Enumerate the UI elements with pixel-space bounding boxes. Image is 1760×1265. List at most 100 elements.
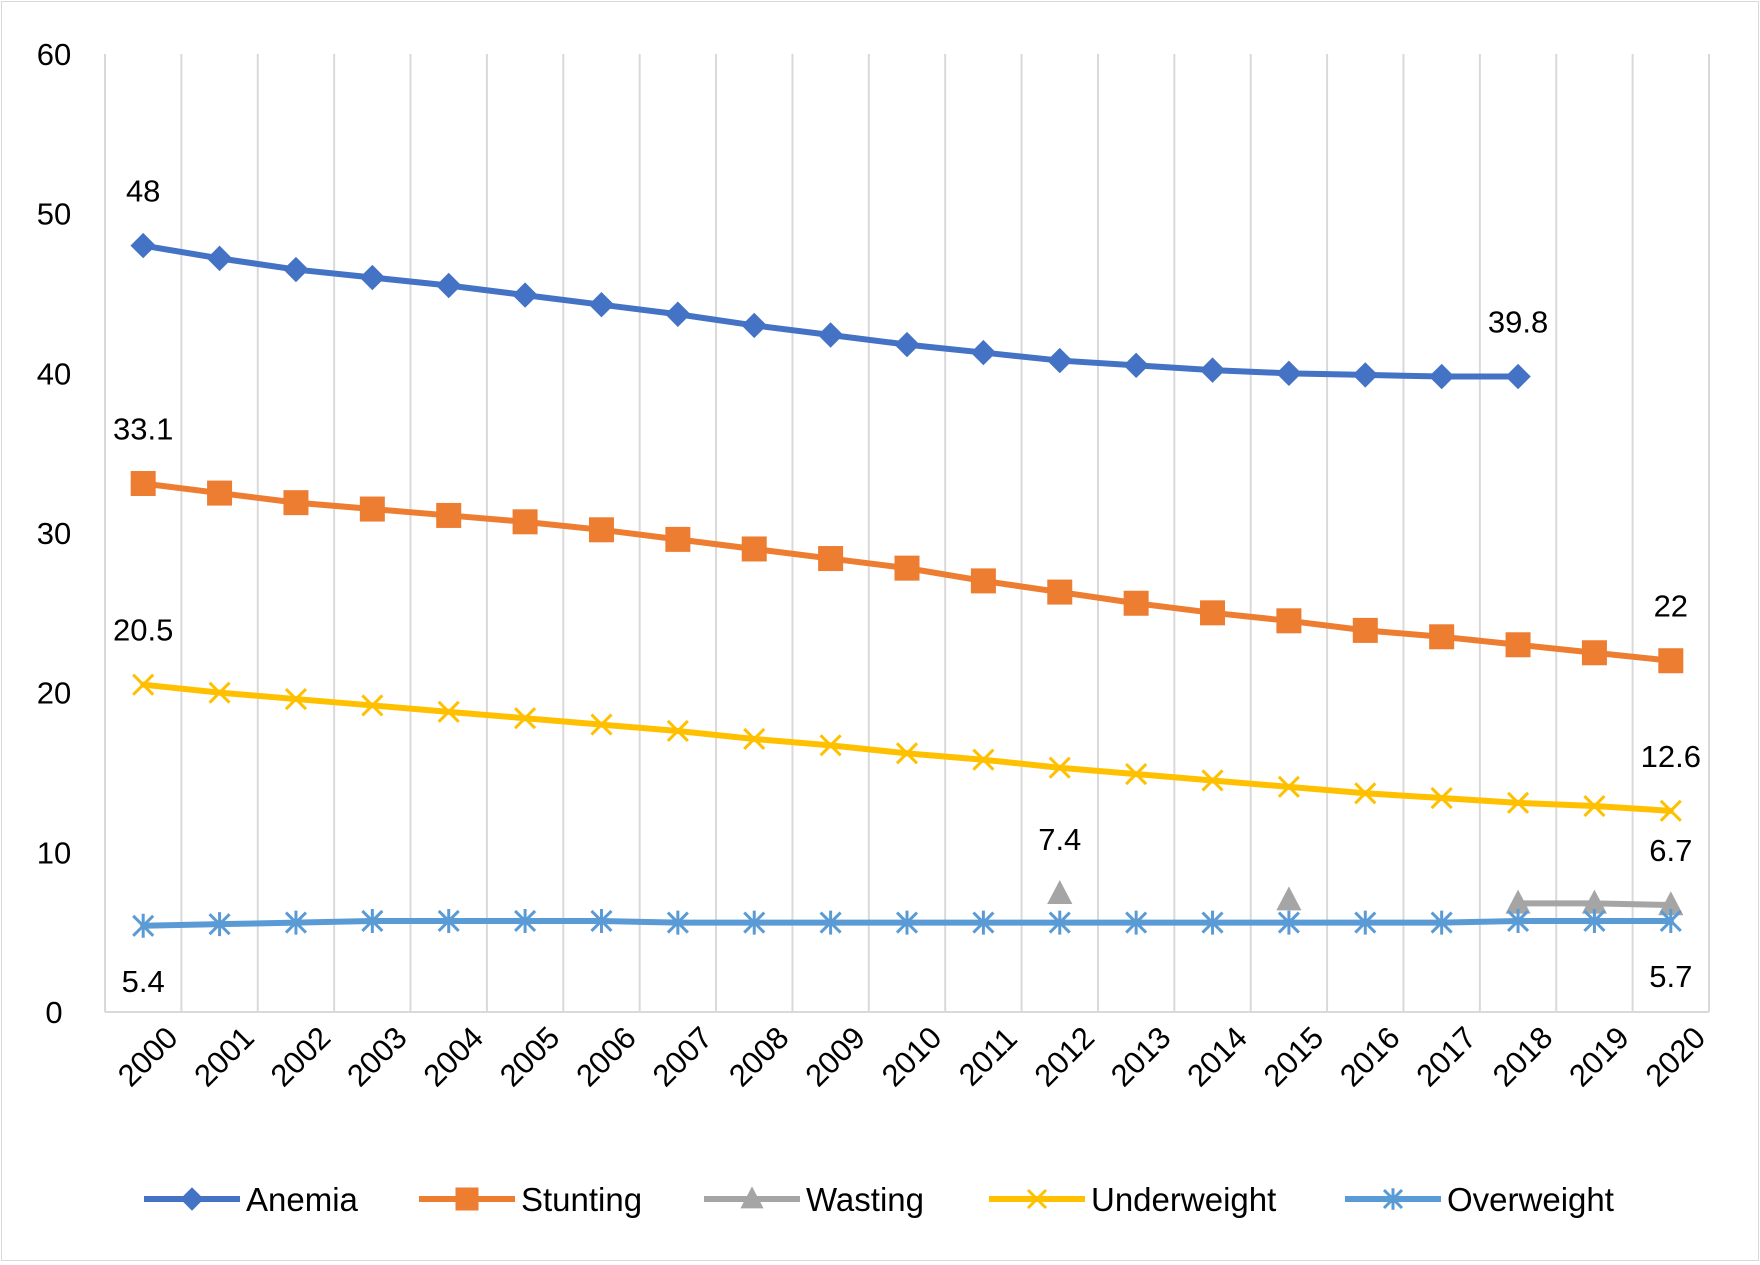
marker-asterisk xyxy=(437,908,460,933)
marker-asterisk xyxy=(132,913,155,938)
marker-asterisk xyxy=(972,910,995,935)
series-underweight xyxy=(132,673,1682,822)
marker-x xyxy=(1125,763,1148,786)
marker-triangle xyxy=(1658,891,1684,916)
x-tick-label: 2009 xyxy=(798,1020,872,1094)
marker-diamond xyxy=(741,312,767,339)
marker-asterisk xyxy=(1659,908,1682,933)
legend-label: Wasting xyxy=(806,1181,924,1218)
data-label-anemia: 39.8 xyxy=(1488,305,1548,340)
marker-x xyxy=(590,713,613,736)
legend-label: Overweight xyxy=(1447,1181,1614,1218)
marker-square xyxy=(359,496,385,522)
marker-x xyxy=(132,673,155,696)
series-stunting xyxy=(130,471,1684,674)
marker-x xyxy=(743,727,766,751)
marker-x xyxy=(514,707,537,730)
marker-asterisk xyxy=(1277,910,1300,935)
marker-diamond xyxy=(894,331,920,358)
x-tick-label: 2020 xyxy=(1639,1020,1713,1094)
data-label-overweight: 5.4 xyxy=(122,964,165,999)
marker-asterisk xyxy=(1506,908,1530,933)
marker-diamond xyxy=(1199,357,1226,383)
marker-asterisk xyxy=(1048,910,1071,935)
marker-diamond xyxy=(1276,360,1302,387)
legend-item-wasting: Wasting xyxy=(704,1181,924,1218)
marker-x xyxy=(1430,786,1453,810)
marker-square xyxy=(665,526,691,552)
marker-diamond xyxy=(1505,363,1531,390)
marker-asterisk xyxy=(1201,910,1224,935)
data-label-wasting: 7.4 xyxy=(1038,822,1081,857)
data-label-stunting: 22 xyxy=(1654,589,1688,624)
marker-square xyxy=(588,517,614,543)
marker-square xyxy=(970,568,996,594)
legend: Anemia Stunting Wasting Underweight Overweig… xyxy=(144,1181,1614,1218)
marker-x xyxy=(895,742,919,765)
legend-item-overweight: Overweight xyxy=(1345,1181,1614,1218)
marker-square xyxy=(1123,590,1149,616)
marker-asterisk xyxy=(514,908,537,933)
marker-square xyxy=(818,546,844,572)
marker-square xyxy=(283,490,309,516)
marker-square xyxy=(1505,632,1531,658)
x-tick-label: 2014 xyxy=(1180,1020,1254,1094)
marker-diamond xyxy=(588,291,615,318)
marker-x xyxy=(1354,782,1377,805)
legend-label: Anemia xyxy=(246,1181,359,1218)
marker-asterisk xyxy=(666,910,689,935)
marker-square xyxy=(1276,608,1302,634)
x-tick-label: 2004 xyxy=(417,1020,491,1094)
marker-diamond xyxy=(283,256,309,283)
marker-square xyxy=(512,509,538,535)
x-tick-label: 2012 xyxy=(1028,1020,1102,1094)
marker-diamond xyxy=(130,232,156,259)
marker-asterisk xyxy=(1382,1188,1404,1210)
legend-label: Stunting xyxy=(521,1181,642,1218)
x-tick-label: 2018 xyxy=(1486,1020,1560,1094)
x-tick-label: 2001 xyxy=(187,1020,261,1094)
marker-asterisk xyxy=(361,908,384,933)
x-tick-label: 2011 xyxy=(952,1021,1024,1093)
legend-item-stunting: Stunting xyxy=(419,1181,642,1218)
x-tick-label: 2010 xyxy=(875,1020,949,1094)
marker-diamond xyxy=(665,301,691,327)
data-label-underweight: 12.6 xyxy=(1641,739,1701,774)
marker-diamond xyxy=(970,339,997,366)
marker-x xyxy=(437,700,460,723)
series-overweight xyxy=(132,908,1682,938)
x-tick-label: 2005 xyxy=(493,1020,567,1094)
x-tick-label: 2003 xyxy=(340,1020,414,1094)
marker-square xyxy=(455,1187,479,1211)
marker-diamond xyxy=(180,1187,204,1211)
marker-square xyxy=(207,480,233,506)
marker-asterisk xyxy=(743,910,766,935)
marker-diamond xyxy=(1428,363,1455,390)
marker-x xyxy=(819,734,842,757)
marker-diamond xyxy=(436,272,462,299)
marker-x xyxy=(972,748,995,771)
x-tick-label: 2019 xyxy=(1562,1020,1636,1094)
marker-diamond xyxy=(512,282,538,308)
marker-diamond xyxy=(817,322,844,348)
marker-asterisk xyxy=(284,910,308,935)
data-label-wasting: 6.7 xyxy=(1649,833,1692,868)
marker-triangle xyxy=(1276,886,1302,911)
marker-asterisk xyxy=(1430,910,1453,935)
marker-asterisk xyxy=(1354,910,1377,935)
marker-asterisk xyxy=(1125,910,1148,935)
data-label-stunting: 33.1 xyxy=(113,412,173,447)
y-tick-label: 20 xyxy=(37,676,71,711)
marker-asterisk xyxy=(590,908,613,933)
y-tick-label: 60 xyxy=(37,37,71,72)
marker-diamond xyxy=(206,245,233,272)
x-tick-label: 2002 xyxy=(264,1020,338,1094)
series-layer xyxy=(130,232,1684,938)
marker-triangle xyxy=(1047,880,1073,905)
marker-diamond xyxy=(359,264,386,291)
marker-x xyxy=(361,694,384,717)
marker-square xyxy=(1352,617,1378,643)
marker-x xyxy=(1277,775,1300,798)
x-tick-label: 2016 xyxy=(1333,1020,1407,1094)
y-tick-label: 10 xyxy=(37,835,71,870)
